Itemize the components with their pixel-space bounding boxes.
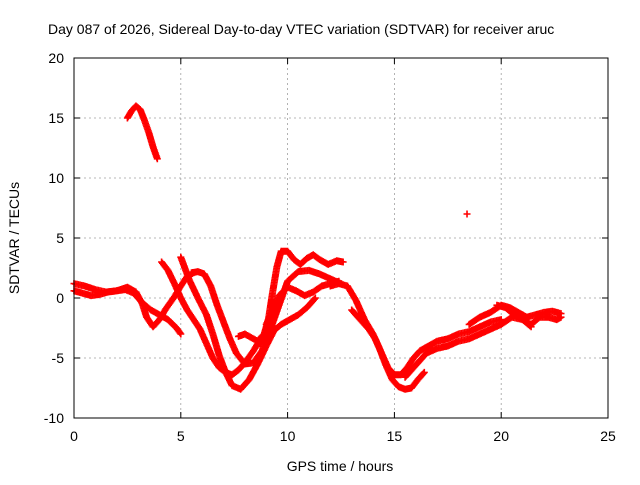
x-tick-label: 0 — [70, 428, 78, 444]
y-tick-label: 0 — [56, 290, 64, 306]
y-tick-label: 10 — [48, 170, 64, 186]
data-point — [153, 155, 161, 163]
data-point — [311, 294, 319, 302]
chart-title: Day 087 of 2026, Sidereal Day-to-day VTE… — [48, 21, 554, 37]
y-tick-label: -5 — [52, 350, 65, 366]
series-satellite-track-10 — [326, 280, 428, 393]
y-tick-label: 20 — [48, 50, 64, 66]
series-outlier-point — [463, 210, 471, 218]
series-satellite-track-8 — [262, 277, 343, 328]
series-satellite-track-3 — [70, 286, 185, 338]
series-satellite-track-11 — [348, 306, 505, 379]
grid-layer — [74, 58, 608, 418]
data-point — [176, 329, 184, 337]
x-tick-label: 10 — [280, 428, 296, 444]
x-tick-label: 15 — [387, 428, 403, 444]
data-point — [463, 210, 471, 218]
data-point — [177, 330, 185, 338]
y-tick-label: 5 — [56, 230, 64, 246]
y-axis-label: SDTVAR / TECUs — [6, 182, 22, 294]
series-satellite-track-9 — [256, 294, 319, 348]
y-tick-label: 15 — [48, 110, 64, 126]
data-layer — [70, 102, 565, 393]
x-tick-label: 20 — [493, 428, 509, 444]
data-point — [339, 258, 347, 266]
series-satellite-track-7 — [234, 247, 347, 345]
x-axis-label: GPS time / hours — [287, 458, 394, 474]
series-satellite-track-14 — [493, 301, 565, 328]
x-tick-label: 5 — [177, 428, 185, 444]
data-point — [419, 369, 427, 377]
data-point — [557, 313, 565, 321]
x-tick-label: 25 — [600, 428, 616, 444]
series-satellite-track-4 — [158, 258, 266, 379]
data-point — [310, 295, 318, 303]
tick-layer: 0 5 10 15 20 25 -10 -5 0 5 10 15 20 — [44, 50, 616, 444]
data-point — [420, 368, 428, 376]
y-tick-label: -10 — [44, 410, 64, 426]
series-satellite-track-1 — [123, 102, 161, 163]
